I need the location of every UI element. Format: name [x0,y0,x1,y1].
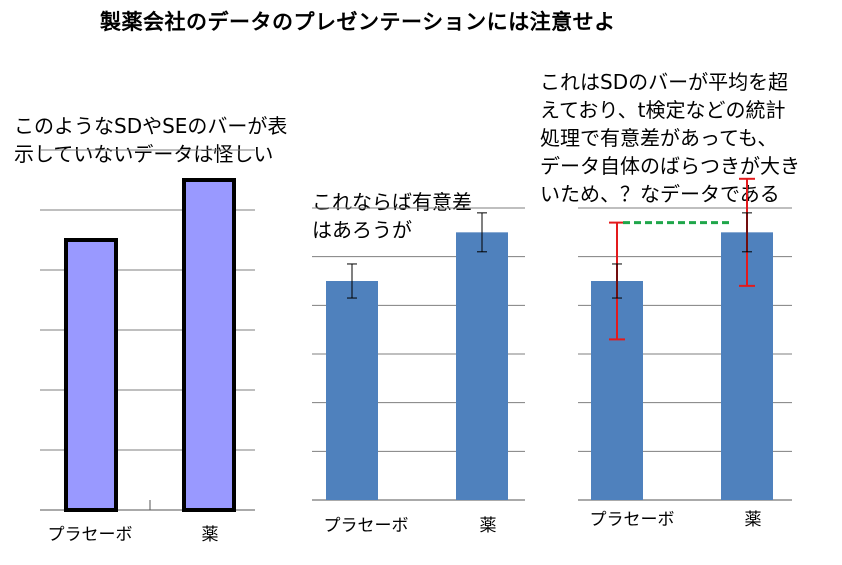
panel1-caption-line: 示していないデータは怪しい [14,142,274,166]
category-label: 薬 [745,510,762,530]
panel2-caption-line: はあろうが [312,218,412,242]
category-label: プラセーボ [48,525,133,545]
category-label: プラセーボ [324,516,409,536]
category-label: 薬 [202,525,219,545]
bar-placebo [64,238,118,512]
category-label: 薬 [480,516,497,536]
bar-drug [456,232,508,501]
panel3-caption-line: これはSDのバーが平均を超 [540,70,789,94]
bar-placebo [326,281,378,500]
panel3-caption-line: いため、？なデータである [540,182,780,206]
panel3-caption: これはSDのバーが平均を超 えており、t検定などの統計 処理で有意差があっても、… [540,68,800,208]
panel1-caption-line: このようなSDやSEのバーが表 [14,114,288,138]
panel2-caption-line: これならば有意差 [312,190,472,214]
page-title: 製薬会社のデータのプレゼンテーションには注意せよ [100,10,616,34]
panel1-caption: このようなSDやSEのバーが表 示していないデータは怪しい [14,112,287,168]
bar-drug [182,178,236,512]
panel2-caption: これならば有意差 はあろうが [312,188,472,244]
panel3-caption-line: えており、t検定などの統計 [540,98,786,122]
panel3-caption-line: データ自体のばらつきが大き [540,154,800,178]
category-label: プラセーボ [590,510,675,530]
panel3-caption-line: 処理で有意差があっても、 [540,126,778,150]
